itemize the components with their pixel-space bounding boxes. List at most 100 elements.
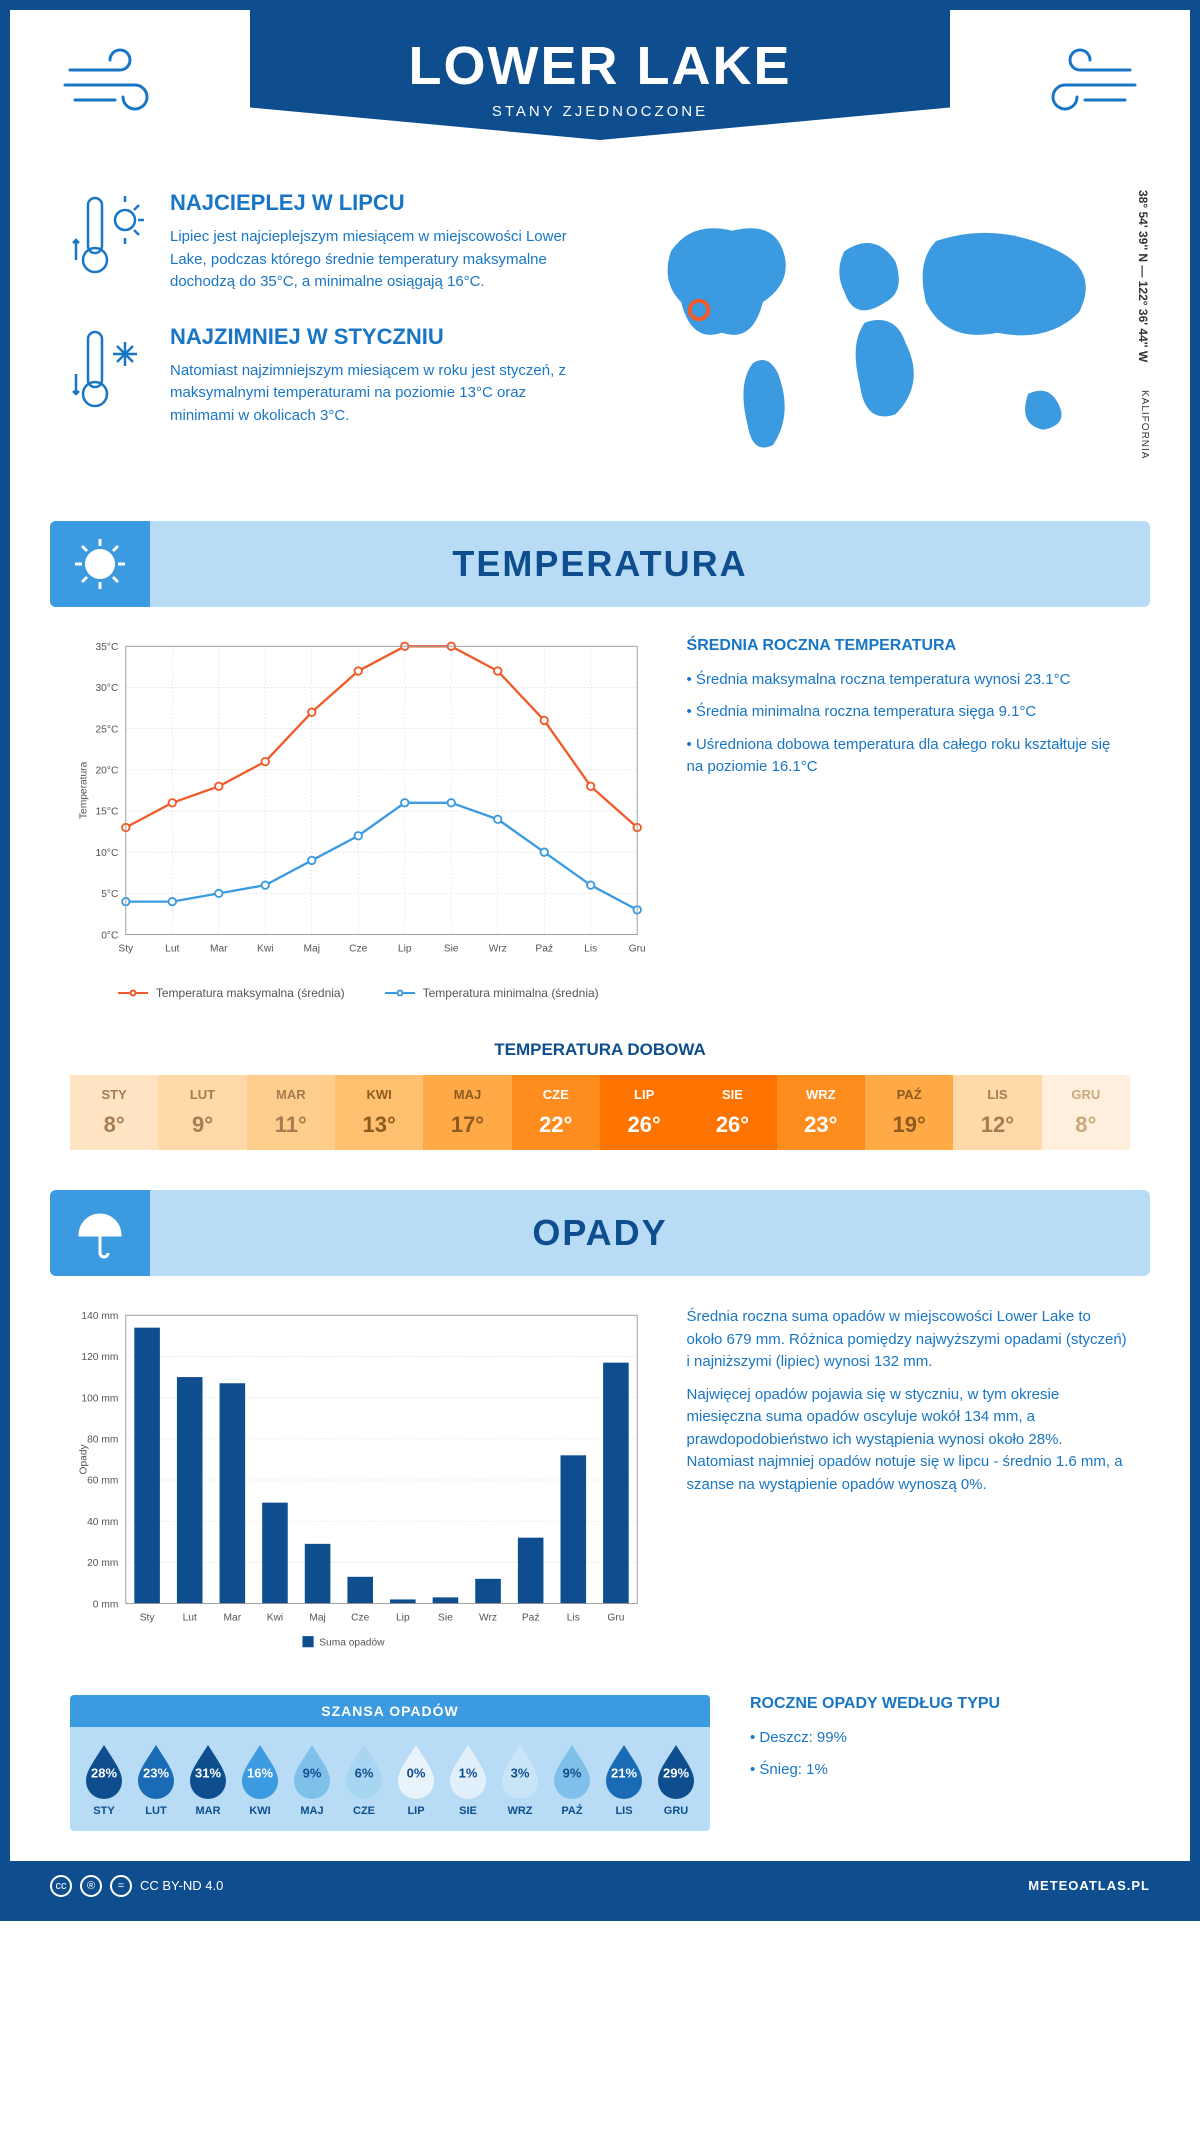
- svg-text:Lip: Lip: [398, 943, 412, 954]
- temp-cell: WRZ23°: [777, 1075, 865, 1150]
- temperature-section-header: TEMPERATURA: [50, 521, 1150, 607]
- temp-cell: GRU8°: [1042, 1075, 1130, 1150]
- svg-text:Lis: Lis: [584, 943, 597, 954]
- svg-text:5°C: 5°C: [101, 889, 118, 900]
- daily-temp-table: STY8°LUT9°MAR11°KWI13°MAJ17°CZE22°LIP26°…: [70, 1075, 1130, 1150]
- rain-drop-cell: 31%MAR: [184, 1741, 232, 1817]
- svg-text:Opady: Opady: [79, 1444, 90, 1475]
- svg-text:35°C: 35°C: [96, 642, 119, 653]
- nd-icon: =: [110, 1875, 132, 1897]
- by-icon: ®: [80, 1875, 102, 1897]
- intro-section: NAJCIEPLEJ W LIPCU Lipiec jest najcieple…: [10, 140, 1190, 521]
- svg-text:Cze: Cze: [351, 1613, 369, 1624]
- temp-cell: SIE26°: [688, 1075, 776, 1150]
- temperature-title: TEMPERATURA: [110, 543, 1090, 585]
- country-subtitle: STANY ZJEDNOCZONE: [270, 103, 930, 120]
- temp-summary-heading: ŚREDNIA ROCZNA TEMPERATURA: [687, 637, 1130, 655]
- temp-cell: MAJ17°: [423, 1075, 511, 1150]
- warmest-heading: NAJCIEPLEJ W LIPCU: [170, 190, 580, 216]
- svg-text:Kwi: Kwi: [267, 1613, 283, 1624]
- thermometer-sun-icon: [70, 190, 150, 294]
- svg-text:Maj: Maj: [309, 1613, 325, 1624]
- temp-bullet: • Średnia maksymalna roczna temperatura …: [687, 669, 1130, 692]
- rain-drop-cell: 9%MAJ: [288, 1741, 336, 1817]
- coordinates-label: 38° 54' 39'' N — 122° 36' 44'' W: [1136, 190, 1150, 362]
- svg-text:20 mm: 20 mm: [87, 1558, 118, 1569]
- site-name: METEOATLAS.PL: [1028, 1878, 1150, 1893]
- svg-text:140 mm: 140 mm: [81, 1311, 118, 1322]
- svg-text:Suma opadów: Suma opadów: [319, 1638, 385, 1649]
- page-footer: cc ® = CC BY-ND 4.0 METEOATLAS.PL: [10, 1861, 1190, 1911]
- temp-bullet: • Średnia minimalna roczna temperatura s…: [687, 701, 1130, 724]
- svg-text:Gru: Gru: [607, 1613, 624, 1624]
- temp-cell: MAR11°: [247, 1075, 335, 1150]
- svg-text:Lis: Lis: [567, 1613, 580, 1624]
- temperature-content: 0°C 5°C 10°C 15°C 20°C 25°C 30°C 35°C Sty Lut Mar K…: [10, 607, 1190, 1031]
- svg-text:120 mm: 120 mm: [81, 1353, 118, 1364]
- svg-text:80 mm: 80 mm: [87, 1435, 118, 1446]
- svg-text:Temperatura: Temperatura: [79, 761, 90, 819]
- rain-drop-cell: 16%KWI: [236, 1741, 284, 1817]
- precip-para-1: Średnia roczna suma opadów w miejscowośc…: [687, 1306, 1130, 1374]
- license-text: CC BY-ND 4.0: [140, 1878, 223, 1893]
- svg-text:Lip: Lip: [396, 1613, 410, 1624]
- rain-drop-cell: 1%SIE: [444, 1741, 492, 1817]
- svg-text:Sie: Sie: [444, 943, 459, 954]
- rain-drop-cell: 9%PAŹ: [548, 1741, 596, 1817]
- precip-by-type: ROCZNE OPADY WEDŁUG TYPU • Deszcz: 99% • …: [750, 1695, 1130, 1792]
- infographic-page: LOWER LAKE STANY ZJEDNOCZONE NAJCIEPLEJ …: [0, 0, 1200, 1921]
- temp-cell: LIS12°: [953, 1075, 1041, 1150]
- svg-text:Paź: Paź: [535, 943, 553, 954]
- cc-icon: cc: [50, 1875, 72, 1897]
- rain-chance-heading: SZANSA OPADÓW: [70, 1695, 710, 1727]
- coldest-block: NAJZIMNIEJ W STYCZNIU Natomiast najzimni…: [70, 324, 580, 428]
- temp-cell: PAŹ19°: [865, 1075, 953, 1150]
- svg-text:Wrz: Wrz: [489, 943, 507, 954]
- daily-temp-heading: TEMPERATURA DOBOWA: [10, 1040, 1190, 1060]
- precip-type-item: • Śnieg: 1%: [750, 1759, 1130, 1782]
- warmest-text: Lipiec jest najcieplejszym miesiącem w m…: [170, 226, 580, 294]
- coldest-text: Natomiast najzimniejszym miesiącem w rok…: [170, 360, 580, 428]
- svg-text:Gru: Gru: [629, 943, 646, 954]
- svg-text:15°C: 15°C: [96, 806, 119, 817]
- map-column: 38° 54' 39'' N — 122° 36' 44'' W KALIFOR…: [620, 190, 1130, 481]
- umbrella-icon: [50, 1190, 150, 1276]
- world-map: 38° 54' 39'' N — 122° 36' 44'' W KALIFOR…: [620, 190, 1130, 481]
- wind-swirl-icon: [60, 40, 170, 125]
- temperature-summary: ŚREDNIA ROCZNA TEMPERATURA • Średnia mak…: [687, 637, 1130, 1001]
- svg-text:Sie: Sie: [438, 1613, 453, 1624]
- temperature-chart: 0°C 5°C 10°C 15°C 20°C 25°C 30°C 35°C Sty Lut Mar K…: [70, 637, 647, 1001]
- svg-text:10°C: 10°C: [96, 848, 119, 859]
- sun-icon: [50, 521, 150, 607]
- coldest-heading: NAJZIMNIEJ W STYCZNIU: [170, 324, 580, 350]
- svg-text:Mar: Mar: [210, 943, 228, 954]
- precip-type-item: • Deszcz: 99%: [750, 1727, 1130, 1750]
- svg-text:40 mm: 40 mm: [87, 1517, 118, 1528]
- rain-drop-cell: 28%STY: [80, 1741, 128, 1817]
- svg-text:25°C: 25°C: [96, 724, 119, 735]
- precip-para-2: Najwięcej opadów pojawia się w styczniu,…: [687, 1384, 1130, 1497]
- by-type-heading: ROCZNE OPADY WEDŁUG TYPU: [750, 1695, 1130, 1713]
- thermometer-snow-icon: [70, 324, 150, 428]
- temp-bullet: • Uśredniona dobowa temperatura dla całe…: [687, 734, 1130, 779]
- region-label: KALIFORNIA: [1139, 390, 1150, 459]
- svg-text:Cze: Cze: [349, 943, 367, 954]
- svg-text:20°C: 20°C: [96, 765, 119, 776]
- rain-drop-cell: 29%GRU: [652, 1741, 700, 1817]
- svg-text:0 mm: 0 mm: [93, 1600, 119, 1611]
- svg-text:0°C: 0°C: [101, 930, 118, 941]
- precipitation-content: 0 mm20 mm40 mm60 mm80 mm100 mm120 mm140 …: [10, 1276, 1190, 1694]
- page-header: LOWER LAKE STANY ZJEDNOCZONE: [250, 10, 950, 140]
- svg-text:Sty: Sty: [118, 943, 134, 954]
- svg-text:Sty: Sty: [140, 1613, 156, 1624]
- wind-swirl-icon: [1030, 40, 1140, 125]
- svg-text:30°C: 30°C: [96, 683, 119, 694]
- svg-text:Kwi: Kwi: [257, 943, 273, 954]
- precipitation-summary: Średnia roczna suma opadów w miejscowośc…: [687, 1306, 1130, 1664]
- rain-drop-cell: 3%WRZ: [496, 1741, 544, 1817]
- rain-drop-cell: 21%LIS: [600, 1741, 648, 1817]
- temp-cell: STY8°: [70, 1075, 158, 1150]
- temp-cell: KWI13°: [335, 1075, 423, 1150]
- svg-text:Lut: Lut: [165, 943, 179, 954]
- precipitation-chart: 0 mm20 mm40 mm60 mm80 mm100 mm120 mm140 …: [70, 1306, 647, 1664]
